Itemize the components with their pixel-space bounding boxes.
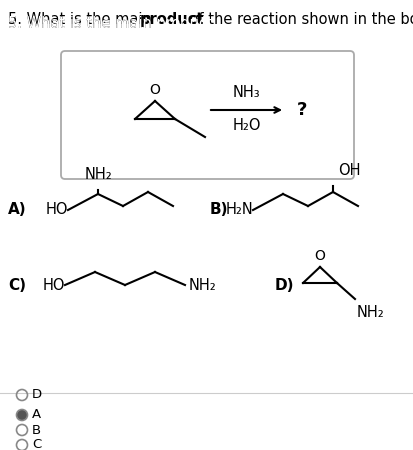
Text: product: product	[140, 12, 204, 27]
Text: 5. What is the main product: 5. What is the main product	[8, 16, 213, 31]
Text: OH: OH	[338, 163, 361, 178]
Text: NH₃: NH₃	[233, 85, 260, 100]
FancyBboxPatch shape	[61, 51, 354, 179]
Text: NH₂: NH₂	[84, 167, 112, 182]
Text: HO: HO	[43, 278, 65, 292]
Text: ?: ?	[297, 101, 307, 119]
Text: H₂N: H₂N	[225, 202, 253, 217]
Text: B: B	[32, 423, 41, 436]
Text: O: O	[150, 83, 160, 97]
Text: of the reaction shown in the box?: of the reaction shown in the box?	[185, 12, 413, 27]
Text: C): C)	[8, 278, 26, 292]
Text: O: O	[315, 249, 325, 263]
Text: H₂O: H₂O	[232, 118, 261, 133]
Text: NH₂: NH₂	[189, 278, 217, 292]
Text: A: A	[32, 409, 41, 422]
Text: C: C	[32, 438, 41, 450]
Text: D): D)	[275, 278, 294, 292]
Text: A): A)	[8, 202, 26, 217]
Circle shape	[17, 410, 28, 420]
Text: 5. What is the main: 5. What is the main	[8, 12, 157, 27]
Text: 5. What is the main: 5. What is the main	[8, 16, 157, 31]
Text: NH₂: NH₂	[357, 305, 385, 320]
Text: HO: HO	[45, 202, 68, 217]
Text: D: D	[32, 388, 42, 401]
Text: B): B)	[210, 202, 228, 217]
